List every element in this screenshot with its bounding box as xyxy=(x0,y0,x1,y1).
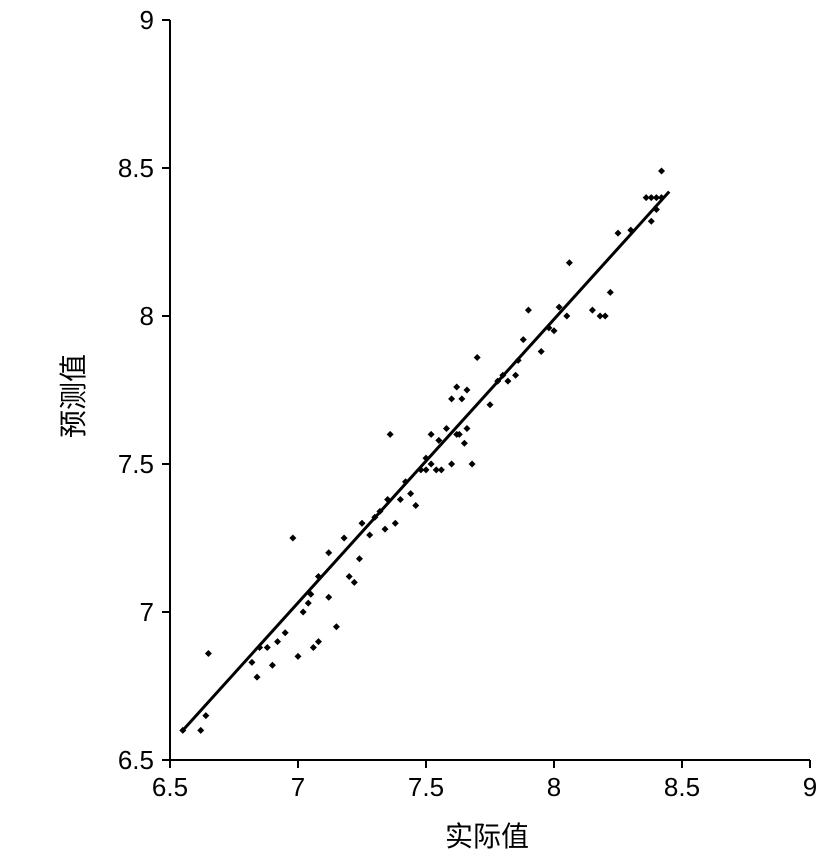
data-point xyxy=(487,401,494,408)
data-point xyxy=(453,384,460,391)
data-point xyxy=(428,461,435,468)
data-point xyxy=(305,600,312,607)
data-point xyxy=(469,461,476,468)
data-point xyxy=(397,496,404,503)
data-point xyxy=(448,395,455,402)
data-point xyxy=(589,307,596,314)
data-point xyxy=(525,307,532,314)
chart-svg: 6.5 7 7.5 8 8.5 9 6.5 7 7.5 8 8.5 9 xyxy=(0,0,829,860)
data-point xyxy=(463,387,470,394)
data-point xyxy=(566,259,573,266)
data-point xyxy=(356,555,363,562)
scatter-chart: 6.5 7 7.5 8 8.5 9 6.5 7 7.5 8 8.5 9 预测值 实际值 xyxy=(0,0,829,860)
data-point xyxy=(382,526,389,533)
y-tick-label: 7.5 xyxy=(118,449,154,479)
data-point xyxy=(504,378,511,385)
data-point xyxy=(448,461,455,468)
data-point xyxy=(648,218,655,225)
data-point xyxy=(333,623,340,630)
data-point xyxy=(359,520,366,527)
data-point xyxy=(407,490,414,497)
data-point xyxy=(438,466,445,473)
data-point xyxy=(512,372,519,379)
data-point xyxy=(202,712,209,719)
x-tick-label: 8.5 xyxy=(664,772,700,802)
y-tick-label: 7 xyxy=(140,597,154,627)
data-point xyxy=(366,532,373,539)
data-point xyxy=(461,440,468,447)
x-axis-label: 实际值 xyxy=(445,815,529,855)
y-tick-label: 8.5 xyxy=(118,153,154,183)
data-point xyxy=(538,348,545,355)
data-point xyxy=(351,579,358,586)
data-point xyxy=(428,431,435,438)
data-point xyxy=(295,653,302,660)
y-tick-label: 6.5 xyxy=(118,745,154,775)
data-point xyxy=(615,230,622,237)
y-tick-label: 9 xyxy=(140,5,154,35)
data-point xyxy=(474,354,481,361)
data-point xyxy=(458,395,465,402)
data-point xyxy=(658,167,665,174)
y-tick-label: 8 xyxy=(140,301,154,331)
data-point xyxy=(658,194,665,201)
y-axis-label: 预测值 xyxy=(52,354,92,438)
data-point xyxy=(300,609,307,616)
x-tick-label: 6.5 xyxy=(152,772,188,802)
data-point xyxy=(607,289,614,296)
data-point xyxy=(274,638,281,645)
data-point xyxy=(282,629,289,636)
data-point xyxy=(520,336,527,343)
data-point xyxy=(392,520,399,527)
data-point xyxy=(346,573,353,580)
data-point xyxy=(269,662,276,669)
data-point xyxy=(463,425,470,432)
data-point xyxy=(264,644,271,651)
data-point xyxy=(341,535,348,542)
data-point xyxy=(443,425,450,432)
x-tick-label: 7 xyxy=(291,772,305,802)
data-point xyxy=(254,674,261,681)
data-point xyxy=(412,502,419,509)
x-tick-label: 8 xyxy=(547,772,561,802)
data-point xyxy=(387,431,394,438)
data-point xyxy=(197,727,204,734)
x-tick-label: 9 xyxy=(803,772,817,802)
data-point xyxy=(602,313,609,320)
data-point xyxy=(248,659,255,666)
x-tick-label: 7.5 xyxy=(408,772,444,802)
data-point xyxy=(423,466,430,473)
data-point xyxy=(563,313,570,320)
data-point xyxy=(325,594,332,601)
data-point xyxy=(289,535,296,542)
data-point xyxy=(315,638,322,645)
data-point xyxy=(310,644,317,651)
data-point xyxy=(205,650,212,657)
data-point xyxy=(325,549,332,556)
